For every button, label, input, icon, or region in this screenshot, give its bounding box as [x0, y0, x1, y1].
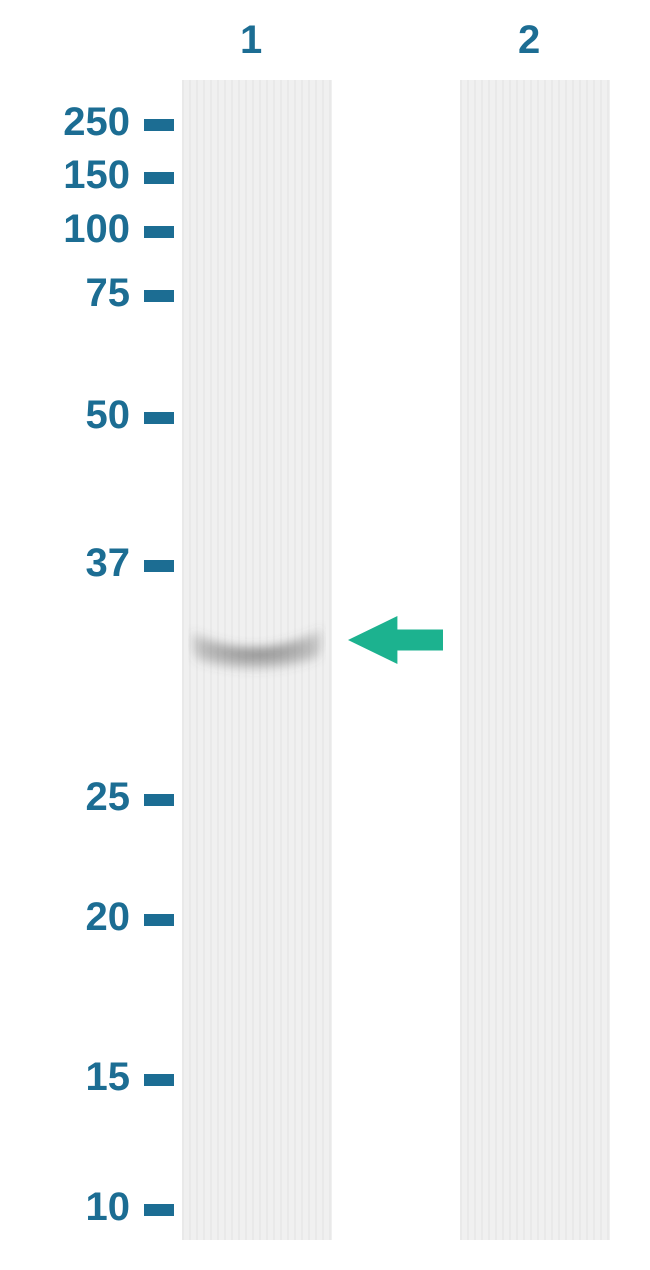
band-indicator-arrow-icon — [348, 616, 443, 664]
mw-tick-150 — [144, 172, 174, 184]
mw-tick-37 — [144, 560, 174, 572]
lane-2 — [460, 80, 610, 1240]
mw-marker-100: 100 — [63, 207, 130, 252]
mw-marker-50: 50 — [86, 393, 131, 438]
mw-tick-250 — [144, 119, 174, 131]
mw-tick-75 — [144, 290, 174, 302]
mw-marker-150: 150 — [63, 153, 130, 198]
mw-marker-15: 15 — [86, 1055, 131, 1100]
mw-marker-20: 20 — [86, 895, 131, 940]
mw-tick-100 — [144, 226, 174, 238]
mw-tick-20 — [144, 914, 174, 926]
band-1 — [188, 628, 326, 670]
mw-tick-15 — [144, 1074, 174, 1086]
western-blot-figure: 1 2 25015010075503725201510 — [0, 0, 650, 1270]
mw-tick-50 — [144, 412, 174, 424]
mw-marker-10: 10 — [86, 1185, 131, 1230]
mw-tick-10 — [144, 1204, 174, 1216]
mw-marker-37: 37 — [86, 541, 131, 586]
mw-marker-75: 75 — [86, 271, 131, 316]
mw-tick-25 — [144, 794, 174, 806]
mw-marker-25: 25 — [86, 775, 131, 820]
mw-marker-250: 250 — [63, 100, 130, 145]
